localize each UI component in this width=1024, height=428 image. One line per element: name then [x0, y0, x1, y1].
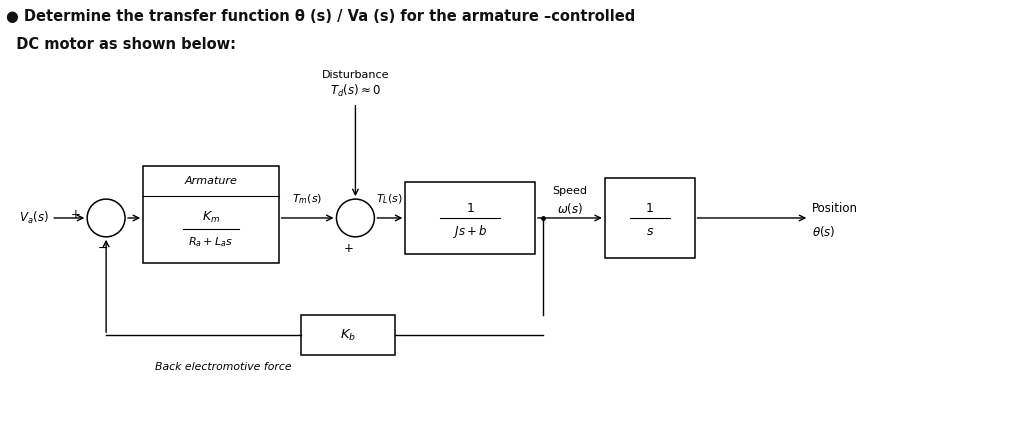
Text: Speed: Speed: [552, 186, 588, 196]
Text: Position: Position: [812, 202, 858, 214]
Text: $\theta(s)$: $\theta(s)$: [812, 224, 836, 239]
Bar: [301, 315, 395, 355]
Text: $R_a+L_as$: $R_a+L_as$: [188, 235, 233, 249]
Text: $T_d(s) \approx 0$: $T_d(s) \approx 0$: [330, 83, 381, 99]
Text: DC motor as shown below:: DC motor as shown below:: [6, 37, 237, 52]
Bar: [406, 182, 535, 254]
Bar: [143, 166, 279, 263]
Text: $Js+b$: $Js+b$: [453, 223, 487, 241]
Text: $\omega(s)$: $\omega(s)$: [557, 201, 583, 216]
Text: Back electromotive force: Back electromotive force: [155, 362, 292, 372]
Text: $V_a(s)$: $V_a(s)$: [19, 210, 49, 226]
Text: 1: 1: [466, 202, 474, 214]
Text: $T_L(s)$: $T_L(s)$: [377, 193, 403, 206]
Text: Disturbance: Disturbance: [322, 70, 389, 80]
Text: ● Determine the transfer function θ (s) / Va (s) for the armature –controlled: ● Determine the transfer function θ (s) …: [6, 9, 636, 24]
Bar: [605, 178, 694, 258]
Text: +: +: [343, 242, 353, 255]
Text: $K_b$: $K_b$: [340, 328, 356, 343]
Text: 1: 1: [646, 202, 653, 214]
Text: $T_m(s)$: $T_m(s)$: [293, 193, 323, 206]
Text: $s$: $s$: [645, 226, 653, 238]
Text: $K_m$: $K_m$: [202, 210, 220, 225]
Text: −: −: [98, 242, 109, 255]
Text: +: +: [71, 208, 80, 222]
Text: Armature: Armature: [184, 176, 238, 186]
